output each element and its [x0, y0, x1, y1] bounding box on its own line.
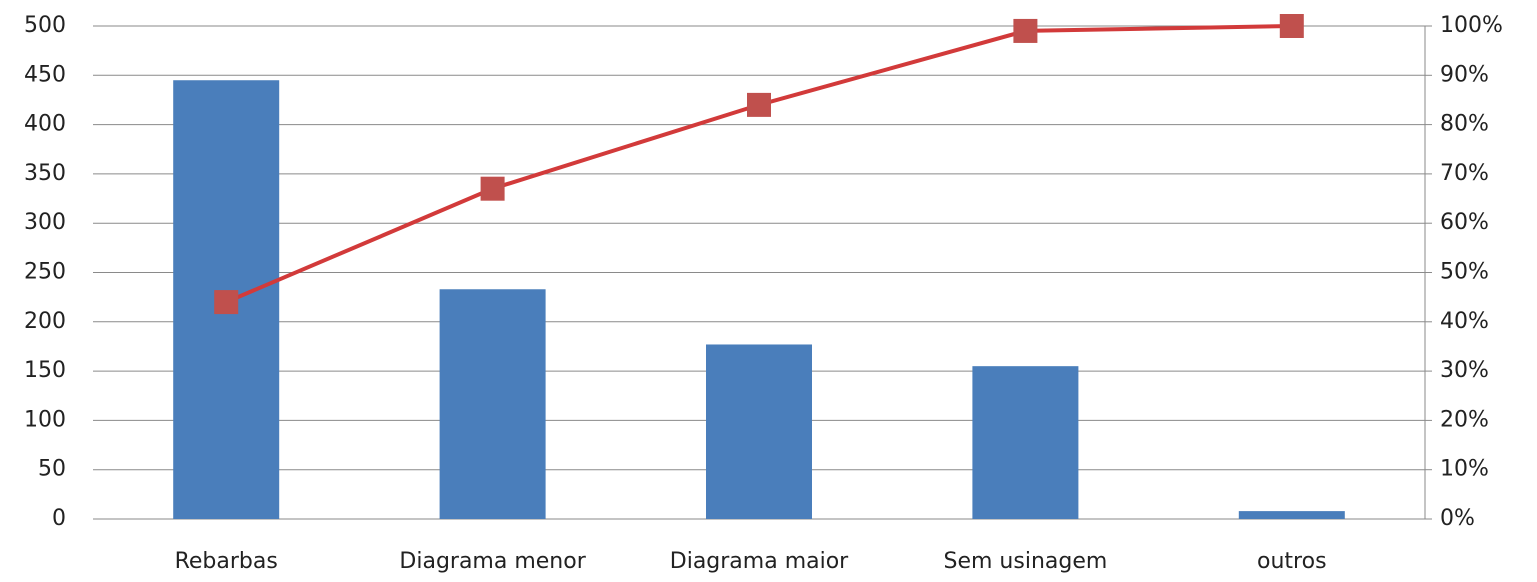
- x-tick-label: Diagrama menor: [399, 549, 586, 574]
- bar: [706, 344, 812, 519]
- marker: [480, 176, 505, 201]
- y-tick-label: 50: [38, 457, 66, 482]
- x-tick-label: Sem usinagem: [944, 549, 1108, 574]
- marker: [747, 92, 771, 117]
- y2-tick-label: 50%: [1440, 260, 1489, 285]
- x-tick-label: Diagrama maior: [670, 549, 849, 574]
- line: [225, 24, 1292, 304]
- y2-tick-label: 90%: [1440, 62, 1489, 87]
- y-tick-label: 250: [24, 260, 66, 285]
- y-tick-label: 0: [52, 506, 66, 531]
- y-tick-label: 150: [24, 358, 66, 383]
- y2-tick-label: 20%: [1440, 407, 1489, 432]
- y2-tick-label: 40%: [1440, 309, 1489, 334]
- y-tick-label: 500: [24, 13, 66, 38]
- bar: [972, 366, 1079, 519]
- y-tick-label: 100: [24, 407, 66, 432]
- y-tick-label: 450: [24, 62, 66, 87]
- y-tick-label: 350: [24, 161, 66, 186]
- y2-tick-label: 100%: [1440, 13, 1503, 38]
- marker: [1279, 14, 1304, 38]
- y2-tick-label: 60%: [1440, 210, 1489, 235]
- y2-tick-label: 70%: [1440, 161, 1489, 186]
- bar: [1238, 511, 1345, 519]
- y2-tick-label: 10%: [1440, 457, 1489, 482]
- y-tick-label: 200: [24, 309, 66, 334]
- x-tick-label: outros: [1257, 549, 1327, 574]
- marker: [1013, 18, 1038, 43]
- y2-tick-label: 0%: [1440, 506, 1475, 531]
- bar: [439, 289, 546, 519]
- y-tick-label: 300: [24, 210, 66, 235]
- marker: [214, 290, 239, 315]
- y2-tick-label: 80%: [1440, 112, 1489, 137]
- x-tick-label: Rebarbas: [175, 549, 278, 574]
- y-tick-label: 400: [24, 112, 66, 137]
- y2-tick-label: 30%: [1440, 358, 1489, 383]
